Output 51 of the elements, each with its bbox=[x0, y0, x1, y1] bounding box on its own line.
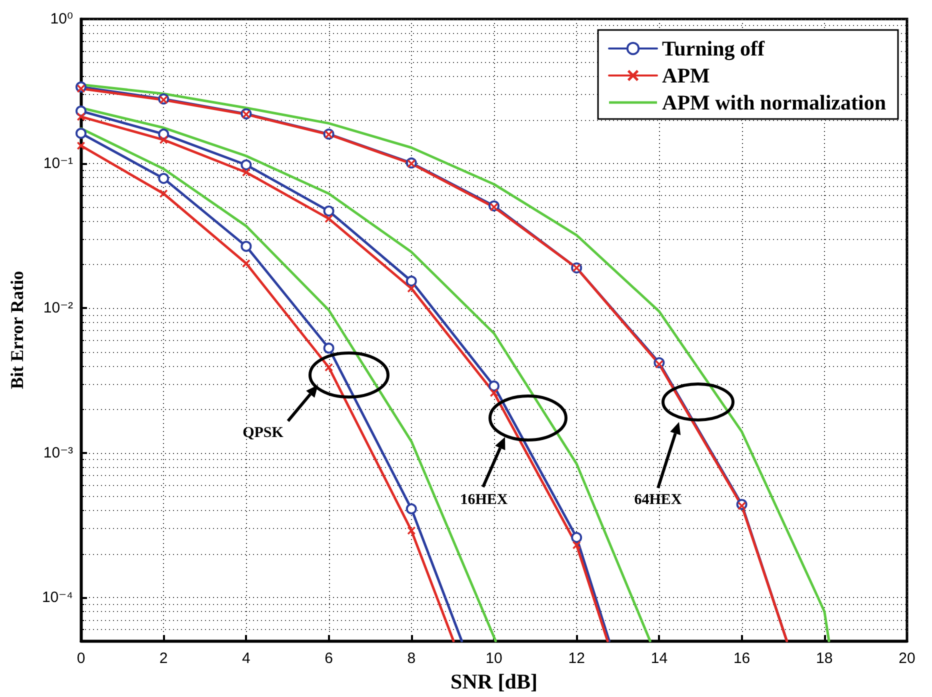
point bbox=[158, 172, 170, 184]
point bbox=[77, 112, 85, 121]
y-tick-label: 10⁻² bbox=[43, 300, 73, 317]
y-tick-label: 10⁻³ bbox=[43, 444, 73, 462]
point bbox=[77, 142, 85, 150]
y-axis-title: Bit Error Ratio bbox=[7, 270, 27, 390]
point bbox=[160, 136, 168, 144]
legend-label: APM with normalization bbox=[662, 90, 886, 114]
x-tick-label: 16 bbox=[733, 650, 750, 667]
x-tick-label: 4 bbox=[242, 650, 250, 667]
point bbox=[572, 541, 581, 550]
x-tick-label: 2 bbox=[159, 650, 168, 667]
point bbox=[323, 342, 334, 354]
x-tick-label: 0 bbox=[76, 650, 86, 667]
annotation: 64HEX bbox=[634, 492, 682, 508]
legend-label: APM bbox=[662, 64, 710, 88]
point bbox=[571, 532, 582, 543]
x-tick-label: 14 bbox=[650, 650, 668, 667]
point bbox=[406, 503, 417, 514]
point bbox=[407, 284, 416, 292]
point bbox=[77, 84, 85, 93]
point bbox=[488, 380, 500, 392]
x-axis-title: SNR [dB] bbox=[450, 670, 538, 694]
annotation: 16HEX bbox=[460, 492, 508, 508]
legend-label: Turning off bbox=[662, 36, 766, 60]
point bbox=[406, 276, 417, 287]
point bbox=[76, 128, 86, 139]
point bbox=[738, 502, 746, 510]
y-tick-label: 10⁻⁴ bbox=[42, 588, 73, 606]
x-tick-label: 12 bbox=[568, 650, 585, 667]
y-tick-label: 10⁰ bbox=[50, 10, 73, 28]
point bbox=[242, 259, 250, 268]
x-tick-label: 20 bbox=[898, 650, 916, 667]
point bbox=[160, 190, 168, 198]
point bbox=[407, 526, 416, 535]
point bbox=[240, 240, 252, 252]
point bbox=[490, 388, 498, 397]
point bbox=[323, 206, 334, 217]
y-tick-label: 10⁻¹ bbox=[43, 155, 73, 172]
point bbox=[490, 203, 498, 212]
point bbox=[324, 214, 333, 223]
x-tick-label: 18 bbox=[816, 650, 833, 667]
annotation: QPSK bbox=[242, 425, 284, 441]
x-tick-label: 8 bbox=[407, 650, 416, 667]
point bbox=[160, 96, 168, 104]
x-tick-label: 6 bbox=[324, 650, 333, 667]
point bbox=[242, 168, 250, 176]
x-tick-label: 10 bbox=[486, 650, 502, 667]
point bbox=[240, 159, 252, 170]
point bbox=[655, 360, 664, 368]
point bbox=[324, 363, 333, 372]
